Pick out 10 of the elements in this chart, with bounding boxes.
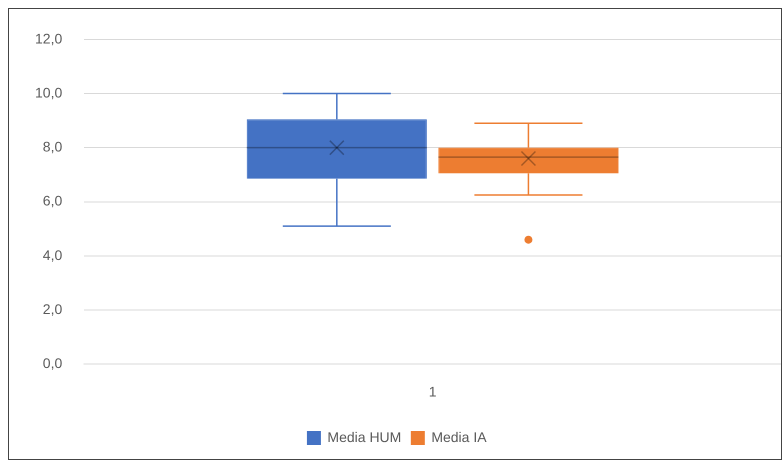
y-tick-label: 4,0 bbox=[42, 246, 62, 263]
x-tick-label: 1 bbox=[428, 383, 437, 400]
legend-label: Media IA bbox=[431, 428, 488, 445]
y-tick-label: 8,0 bbox=[42, 138, 62, 155]
y-tick-label: 12,0 bbox=[35, 30, 62, 46]
y-tick-label: 6,0 bbox=[42, 192, 62, 209]
y-tick-label: 10,0 bbox=[35, 84, 62, 100]
y-tick-label: 0,0 bbox=[42, 355, 62, 372]
y-tick-label: 2,0 bbox=[42, 300, 62, 317]
legend-label: Media HUM bbox=[327, 428, 402, 445]
